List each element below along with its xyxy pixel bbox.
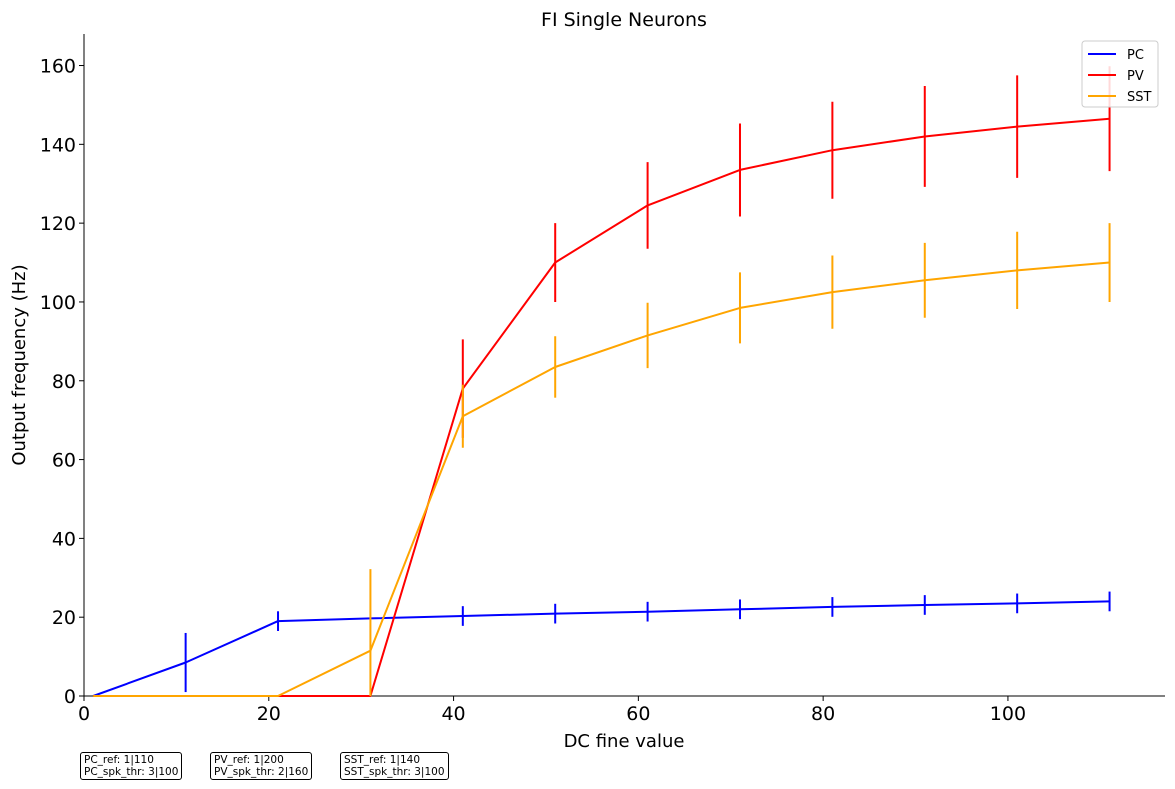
y-tick-label: 140 xyxy=(40,134,76,156)
legend-frame xyxy=(1081,40,1159,108)
y-axis-label: Output frequency (Hz) xyxy=(9,264,30,465)
pc-series-line xyxy=(92,600,1110,697)
x-tick-label: 20 xyxy=(257,703,281,725)
y-ticks: 0 20 40 60 80 100 120 140 160 xyxy=(40,56,84,708)
sst-param-box: SST_ref: 1|140 SST_spk_thr: 3|100 xyxy=(340,752,449,780)
pv-spike-threshold-text: PV_spk_thr: 2|160 xyxy=(214,766,309,778)
pc-legend-label: PC xyxy=(1127,48,1144,63)
y-tick-label: 120 xyxy=(40,213,76,235)
pv-legend-label: PV xyxy=(1127,69,1144,84)
y-tick-label: 0 xyxy=(64,686,76,708)
plot-area: 0 20 40 60 80 100 0 20 40 60 80 100 120 140 160 xyxy=(40,34,1165,725)
y-tick-label: 160 xyxy=(40,56,76,78)
x-axis-label: DC fine value xyxy=(564,731,685,752)
pv-series-line xyxy=(93,117,1110,697)
legend: PC PV SST xyxy=(1081,40,1159,108)
pc-spike-threshold-text: PC_spk_thr: 3|100 xyxy=(84,766,179,778)
pc-ref-text: PC_ref: 1|110 xyxy=(84,754,154,766)
series-layer xyxy=(92,66,1111,697)
sst-series-line xyxy=(93,261,1110,697)
y-tick-label: 60 xyxy=(52,450,76,472)
x-tick-label: 40 xyxy=(441,703,465,725)
x-tick-label: 0 xyxy=(78,703,90,725)
x-tick-label: 80 xyxy=(811,703,835,725)
pv-param-box: PV_ref: 1|200 PV_spk_thr: 2|160 xyxy=(210,752,313,780)
x-ticks: 0 20 40 60 80 100 xyxy=(78,696,1026,725)
y-tick-label: 80 xyxy=(52,371,76,393)
x-tick-label: 100 xyxy=(990,703,1026,725)
pc-param-box: PC_ref: 1|110 PC_spk_thr: 3|100 xyxy=(80,752,183,780)
chart-title: FI Single Neurons xyxy=(541,9,707,31)
sst-spike-threshold-text: SST_spk_thr: 3|100 xyxy=(344,766,445,778)
y-tick-label: 100 xyxy=(40,292,76,314)
sst-ref-text: SST_ref: 1|140 xyxy=(344,754,420,766)
y-tick-label: 20 xyxy=(52,607,76,629)
x-tick-label: 60 xyxy=(626,703,650,725)
sst-legend-label: SST xyxy=(1127,90,1152,105)
pv-ref-text: PV_ref: 1|200 xyxy=(214,754,284,766)
y-tick-label: 40 xyxy=(52,528,76,550)
